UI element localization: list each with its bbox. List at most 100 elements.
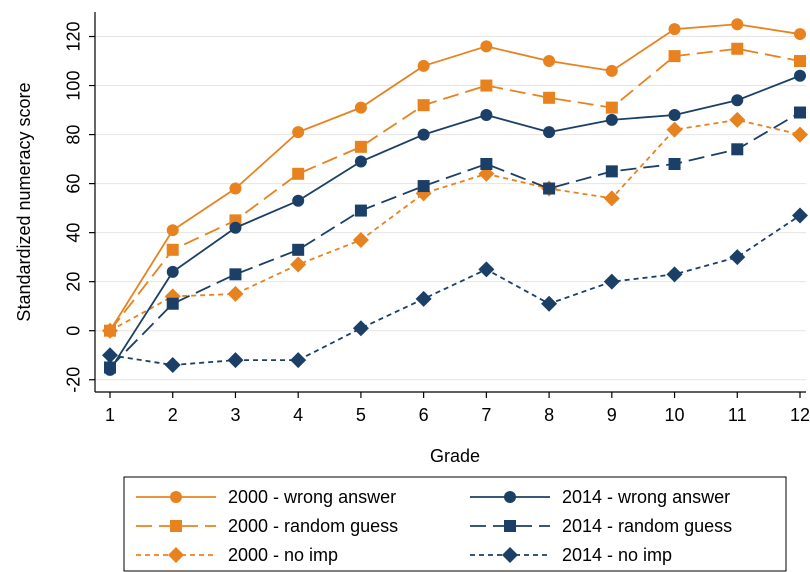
series-3 bbox=[104, 69, 806, 376]
y-tick-label: 80 bbox=[64, 125, 84, 145]
data-point bbox=[352, 232, 369, 248]
legend-label: 2000 - wrong answer bbox=[228, 487, 396, 507]
legend-marker bbox=[504, 491, 516, 503]
x-tick-label: 10 bbox=[665, 405, 685, 425]
data-point bbox=[415, 290, 432, 307]
series-line bbox=[109, 111, 801, 369]
y-tick-label: 120 bbox=[64, 21, 84, 51]
series-line bbox=[109, 47, 801, 332]
data-point bbox=[603, 190, 620, 207]
data-point bbox=[605, 101, 618, 114]
legend-label: 2000 - random guess bbox=[228, 516, 398, 536]
series-line bbox=[109, 23, 801, 332]
data-point bbox=[731, 143, 744, 156]
legend-marker bbox=[504, 520, 516, 532]
y-tick-label: 40 bbox=[64, 223, 84, 243]
legend-marker bbox=[170, 520, 182, 532]
data-point bbox=[292, 126, 305, 139]
data-point bbox=[729, 111, 746, 128]
data-point bbox=[668, 158, 681, 170]
x-tick-label: 5 bbox=[356, 405, 366, 425]
y-tick-label: -20 bbox=[64, 367, 84, 393]
x-tick-label: 7 bbox=[481, 405, 491, 425]
series-group bbox=[102, 18, 808, 376]
data-point bbox=[541, 295, 558, 312]
legend-label: 2014 - no imp bbox=[562, 545, 672, 565]
legend-item: 2014 - no imp bbox=[470, 545, 672, 565]
data-point bbox=[164, 357, 181, 374]
series-2 bbox=[102, 111, 808, 339]
data-point bbox=[166, 224, 179, 237]
legend-item: 2014 - wrong answer bbox=[470, 487, 730, 507]
legend-marker bbox=[502, 547, 518, 563]
x-axis-title: Grade bbox=[430, 446, 480, 466]
data-point bbox=[354, 101, 367, 114]
x-tick-label: 9 bbox=[607, 405, 617, 425]
data-point bbox=[543, 126, 556, 139]
data-point bbox=[543, 55, 556, 68]
legend: 2000 - wrong answer 2014 - wrong answer 20… bbox=[123, 476, 787, 572]
legend-item: 2000 - random guess bbox=[136, 516, 398, 536]
data-point bbox=[417, 99, 430, 112]
data-point bbox=[354, 155, 367, 168]
legend-item: 2000 - wrong answer bbox=[136, 487, 396, 507]
y-tick-label: 60 bbox=[64, 174, 84, 194]
data-point bbox=[792, 126, 808, 143]
data-point bbox=[480, 108, 493, 121]
data-point bbox=[666, 121, 683, 138]
x-tick-label: 4 bbox=[293, 405, 303, 425]
data-point bbox=[166, 243, 179, 256]
data-point bbox=[603, 273, 620, 290]
series-line bbox=[109, 74, 801, 371]
data-point bbox=[352, 320, 369, 337]
data-point bbox=[794, 55, 806, 68]
data-point bbox=[668, 23, 681, 36]
x-axis: 1 2 3 4 5 6 7 8 9 10 11 12 bbox=[105, 392, 810, 425]
data-point bbox=[102, 347, 118, 364]
x-tick-label: 12 bbox=[790, 405, 810, 425]
data-point bbox=[478, 261, 495, 278]
data-point bbox=[227, 285, 244, 302]
legend-marker bbox=[168, 547, 184, 563]
data-point bbox=[229, 182, 242, 195]
y-tick-label: 20 bbox=[64, 272, 84, 292]
data-point bbox=[731, 42, 744, 55]
data-point bbox=[605, 64, 618, 77]
series-line bbox=[109, 118, 801, 332]
data-point bbox=[354, 140, 367, 153]
legend-label: 2014 - random guess bbox=[562, 516, 732, 536]
data-point bbox=[605, 165, 618, 178]
y-tick-label: 0 bbox=[64, 326, 84, 336]
data-point bbox=[480, 40, 493, 53]
data-point bbox=[668, 50, 681, 63]
data-point bbox=[166, 265, 179, 278]
x-tick-label: 1 bbox=[105, 405, 115, 425]
data-point bbox=[794, 69, 806, 82]
series-0 bbox=[104, 18, 806, 337]
data-point bbox=[292, 243, 305, 256]
data-point bbox=[417, 128, 430, 141]
x-tick-label: 2 bbox=[168, 405, 178, 425]
data-point bbox=[417, 59, 430, 72]
y-axis-title: Standardized numeracy score bbox=[14, 82, 34, 321]
data-point bbox=[227, 352, 244, 369]
y-axis: -20 0 20 40 60 80 100 120 bbox=[64, 21, 95, 393]
series-line bbox=[109, 214, 801, 366]
data-point bbox=[480, 79, 493, 92]
data-point bbox=[354, 204, 367, 217]
series-5 bbox=[102, 207, 808, 374]
legend-item: 2000 - no imp bbox=[136, 545, 338, 565]
legend-box bbox=[123, 476, 787, 572]
x-tick-label: 3 bbox=[230, 405, 240, 425]
x-tick-label: 11 bbox=[728, 405, 747, 425]
y-tick-label: 100 bbox=[64, 71, 84, 101]
data-point bbox=[794, 106, 806, 119]
data-point bbox=[731, 94, 744, 107]
axes bbox=[94, 12, 806, 393]
legend-item: 2014 - random guess bbox=[470, 516, 732, 536]
data-point bbox=[729, 249, 746, 266]
data-point bbox=[102, 322, 118, 339]
legend-marker bbox=[170, 491, 182, 503]
legend-label: 2000 - no imp bbox=[228, 545, 338, 565]
